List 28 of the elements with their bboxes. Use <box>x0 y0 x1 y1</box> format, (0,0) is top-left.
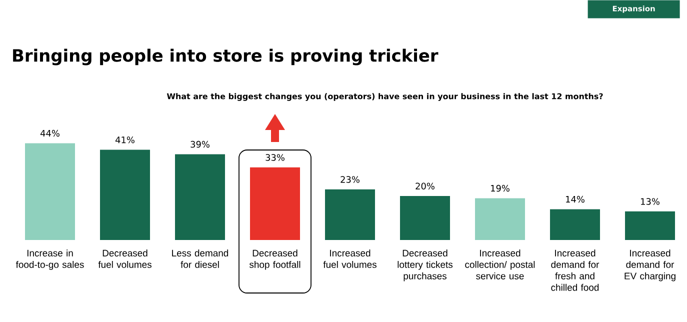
bar <box>625 211 676 240</box>
bar <box>475 198 526 240</box>
data-label: 33% <box>266 154 284 161</box>
data-label: 14% <box>566 196 584 203</box>
x-tick-label: Increased collection/ postal service use <box>465 250 535 280</box>
data-label: 23% <box>340 176 360 183</box>
data-label: 39% <box>190 140 210 148</box>
data-label: 41% <box>115 136 134 144</box>
x-tick-label: Increased demand for EV charging <box>624 250 676 282</box>
data-label: 13% <box>641 198 660 205</box>
x-tick-label: Decreased lottery tickets purchases <box>398 250 453 282</box>
bar <box>25 143 76 240</box>
data-label: 19% <box>491 184 510 192</box>
chart-title: Bringing people into store is proving trickier <box>13 48 438 66</box>
x-tick-label: Increase in food-to-go sales <box>16 250 84 270</box>
x-tick-label: Decreased fuel volumes <box>98 250 152 268</box>
x-tick-label: Decreased shop footfall <box>249 250 300 270</box>
data-label: 20% <box>416 182 434 190</box>
bar <box>400 196 450 240</box>
x-tick-label: Increased fuel volumes <box>323 250 376 268</box>
bar <box>250 167 300 240</box>
bar <box>325 189 376 240</box>
bar <box>100 150 150 240</box>
bar <box>550 209 600 240</box>
x-tick-label: Less demand for diesel <box>172 250 228 268</box>
x-tick-label: Increased demand for fresh and chilled food <box>551 250 600 291</box>
bar <box>175 154 226 240</box>
data-label: 44% <box>40 130 60 137</box>
